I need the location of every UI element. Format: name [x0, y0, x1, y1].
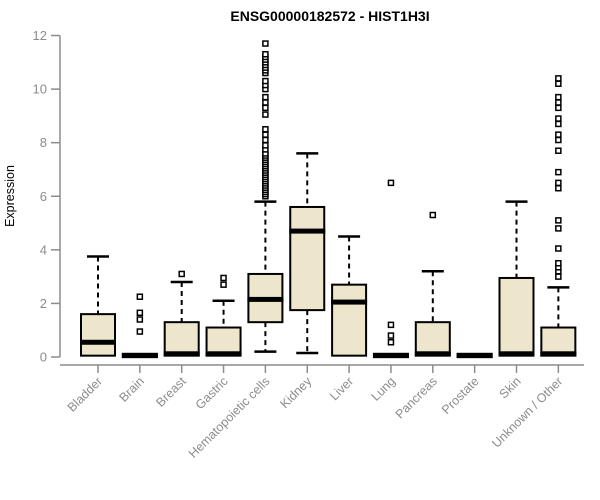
outlier-point	[555, 184, 562, 192]
x-tick-label: Pancreas	[393, 374, 440, 421]
x-tick-label: Bladder	[65, 374, 105, 414]
median-line	[498, 351, 535, 357]
box-rect	[414, 321, 451, 357]
box-rect	[289, 205, 326, 312]
box-unknown-other	[540, 75, 577, 357]
outlier-point	[429, 211, 437, 219]
outlier-point	[262, 111, 269, 118]
outlier-point	[262, 136, 269, 144]
outlier-point	[555, 93, 562, 101]
box-pancreas	[414, 211, 451, 357]
x-tick-label: Breast	[153, 374, 189, 410]
outlier-point	[555, 75, 562, 82]
outlier-point	[555, 225, 562, 232]
box-bladder	[80, 255, 116, 357]
median-line	[163, 351, 200, 357]
outlier-point	[136, 316, 144, 323]
median-line	[372, 353, 409, 359]
median-line	[540, 351, 577, 357]
outlier-point	[220, 281, 227, 288]
outlier-point	[555, 147, 562, 154]
x-tick-label: Lung	[369, 374, 399, 404]
outlier-point	[262, 99, 269, 106]
box-skin	[498, 200, 535, 357]
outlier-point	[555, 168, 562, 176]
box-rect	[331, 283, 368, 357]
y-tick-label: 0	[40, 350, 47, 365]
x-tick-label: Brain	[116, 374, 147, 405]
median-line	[331, 299, 368, 305]
box-rect	[498, 276, 535, 357]
x-tick-label: Unknown / Other	[489, 374, 565, 450]
y-tick-label: 2	[40, 296, 47, 311]
outlier-point	[555, 273, 562, 280]
outlier-point	[220, 274, 227, 282]
outlier-point	[555, 99, 562, 106]
x-tick-label: Liver	[327, 374, 356, 403]
x-tick-label: Prostate	[439, 374, 482, 417]
outlier-point	[555, 179, 562, 187]
y-tick-label: 4	[40, 242, 47, 257]
outlier-point	[262, 40, 269, 47]
outlier-point	[136, 309, 144, 317]
box-hematopoietic-cells	[247, 40, 284, 353]
outlier-point	[555, 104, 562, 112]
outlier-point	[555, 115, 562, 122]
box-liver	[331, 235, 368, 357]
x-tick-label: Kidney	[277, 374, 314, 411]
outlier-point	[262, 126, 269, 133]
median-line	[414, 351, 451, 357]
outlier-point	[555, 245, 562, 252]
box-kidney	[289, 152, 326, 355]
plot-area: 0 2 4 6 8 10 12 Bladder Brain Breast GastricHemato…	[33, 28, 584, 461]
median-line	[247, 296, 284, 302]
y-tick-label: 8	[40, 135, 47, 150]
median-line	[289, 228, 326, 234]
outlier-point	[262, 77, 269, 85]
outlier-point	[555, 80, 562, 87]
median-line	[205, 351, 242, 357]
outlier-point	[387, 179, 395, 187]
y-axis-label: Expression	[3, 165, 17, 227]
x-tick-label: Skin	[497, 374, 524, 401]
outlier-point	[387, 339, 395, 346]
box-rect	[163, 321, 200, 357]
median-line	[456, 353, 493, 359]
box-prostate	[456, 352, 493, 359]
outlier-point	[136, 328, 144, 335]
outlier-point	[178, 270, 185, 278]
box-breast	[163, 270, 200, 357]
outlier-point	[262, 131, 269, 138]
outlier-point	[555, 136, 562, 144]
y-tick-label: 12	[33, 28, 47, 43]
median-line	[80, 339, 116, 345]
box-rect	[540, 326, 577, 357]
box-brain	[121, 293, 158, 359]
x-tick-label: Hematopoietic cells	[186, 374, 273, 461]
box-rect	[205, 326, 242, 357]
box-gastric	[205, 274, 242, 357]
y-tick-label: 10	[33, 82, 47, 97]
box-rect	[80, 313, 116, 357]
outlier-point	[555, 259, 562, 267]
y-tick-label: 6	[40, 189, 47, 204]
box-lung	[372, 179, 409, 359]
outlier-point	[136, 293, 144, 300]
outlier-point	[555, 131, 562, 138]
outlier-point	[262, 93, 269, 101]
chart-title: ENSG00000182572 - HIST1H3I	[230, 8, 429, 24]
outlier-point	[262, 142, 269, 149]
outlier-point	[387, 321, 395, 329]
x-tick-label: Gastric	[193, 374, 231, 412]
median-line	[121, 353, 158, 359]
outlier-point	[555, 120, 562, 128]
outlier-point	[555, 217, 562, 224]
outlier-point	[387, 332, 395, 339]
outlier-point	[262, 104, 269, 112]
outlier-point	[262, 51, 269, 58]
